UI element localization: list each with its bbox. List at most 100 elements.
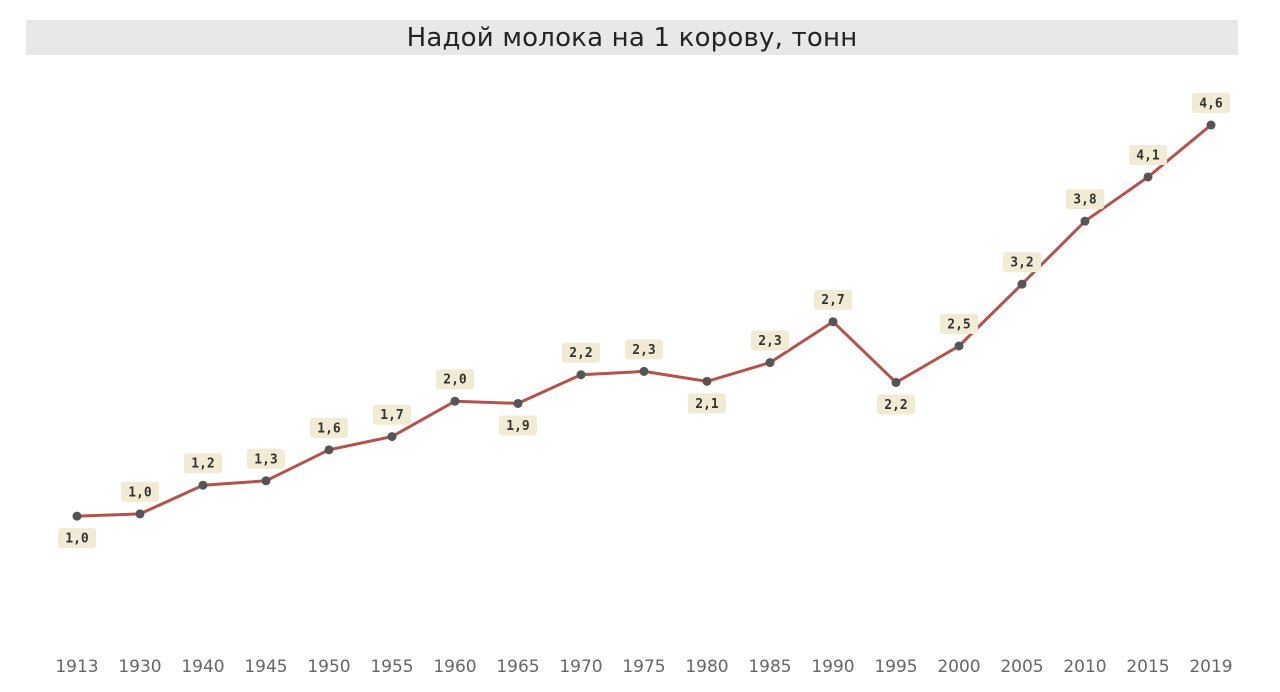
x-axis-ticks: 1913 1930 1940 1945 1950 1955 1960 1965 1970 1975… <box>55 657 1232 677</box>
data-label-text: 2,3 <box>758 334 781 349</box>
data-label-text: 1,6 <box>317 421 341 436</box>
data-label-background <box>1192 93 1230 114</box>
data-label: 4,1 <box>1129 144 1167 165</box>
data-point[interactable] <box>576 370 586 380</box>
data-label-background <box>751 330 789 351</box>
data-point[interactable] <box>1143 172 1153 182</box>
data-label-text: 2,2 <box>884 398 907 413</box>
x-tick-label: 1940 <box>181 657 224 677</box>
data-label-text: 2,7 <box>821 293 844 308</box>
x-tick-label: 1975 <box>622 657 665 677</box>
data-label: 2,2 <box>877 394 915 415</box>
x-tick-label: 1945 <box>244 657 287 677</box>
x-tick-label: 2005 <box>1000 657 1043 677</box>
x-tick-label: 1950 <box>307 657 350 677</box>
x-tick-label: 2010 <box>1063 657 1106 677</box>
markers-group <box>72 120 1216 521</box>
data-label: 1,0 <box>121 481 159 502</box>
x-tick-label: 2019 <box>1189 657 1232 677</box>
data-point[interactable] <box>702 376 712 386</box>
data-point[interactable] <box>135 509 145 519</box>
data-label-background <box>625 339 663 360</box>
data-label: 1,3 <box>247 448 285 469</box>
data-label: 2,3 <box>625 339 663 360</box>
data-label: 2,7 <box>814 289 852 310</box>
data-label-background <box>877 394 915 415</box>
data-label-text: 1,0 <box>128 485 152 500</box>
data-label: 2,2 <box>562 342 600 363</box>
data-point[interactable] <box>1206 120 1216 130</box>
data-label-background <box>436 369 474 390</box>
data-label-background <box>1066 189 1104 210</box>
data-label-text: 2,3 <box>632 343 655 358</box>
data-label-text: 3,2 <box>1010 256 1033 271</box>
data-point[interactable] <box>954 341 964 351</box>
data-label: 2,1 <box>688 393 726 414</box>
data-point[interactable] <box>513 398 523 408</box>
data-label: 1,7 <box>373 404 411 425</box>
data-label: 2,0 <box>436 369 474 390</box>
x-tick-label: 1970 <box>559 657 602 677</box>
data-label: 1,6 <box>310 417 348 438</box>
chart-title: Надой молока на 1 корову, тонн <box>406 22 858 53</box>
data-label-text: 1,0 <box>65 532 89 547</box>
x-tick-label: 1995 <box>874 657 917 677</box>
data-label: 1,9 <box>499 415 537 436</box>
chart-title-bar: Надой молока на 1 корову, тонн <box>26 20 1238 55</box>
x-tick-label: 1960 <box>433 657 476 677</box>
data-point[interactable] <box>261 476 271 486</box>
data-label-text: 2,0 <box>443 373 467 388</box>
data-point[interactable] <box>891 377 901 387</box>
data-point[interactable] <box>828 317 838 327</box>
data-label-text: 1,9 <box>506 419 529 434</box>
data-label: 1,2 <box>184 453 222 474</box>
x-tick-label: 1965 <box>496 657 539 677</box>
data-label: 1,0 <box>58 528 96 549</box>
data-label-background <box>373 404 411 425</box>
data-label-text: 1,3 <box>254 452 277 467</box>
data-labels-group: 1,0 1,0 1,2 1,3 1,6 1,7 2,0 1,9 2,2 2,3 2,1 2,3 2,7 2… <box>58 93 1230 549</box>
data-label-background <box>247 448 285 469</box>
data-label-background <box>940 314 978 334</box>
data-point[interactable] <box>324 445 334 455</box>
x-tick-label: 1955 <box>370 657 413 677</box>
data-point[interactable] <box>1017 279 1027 289</box>
data-label-background <box>121 481 159 502</box>
x-tick-label: 2000 <box>937 657 980 677</box>
x-tick-label: 1930 <box>118 657 161 677</box>
data-point[interactable] <box>198 480 208 490</box>
data-label: 3,2 <box>1003 252 1041 273</box>
x-tick-label: 1980 <box>685 657 728 677</box>
x-tick-label: 1985 <box>748 657 791 677</box>
data-label: 3,8 <box>1066 189 1104 210</box>
data-label-text: 1,7 <box>380 408 403 423</box>
data-label-text: 4,1 <box>1136 148 1160 163</box>
data-label-background <box>310 417 348 438</box>
data-label-text: 2,2 <box>569 346 592 361</box>
data-label: 2,3 <box>751 330 789 351</box>
data-label-text: 1,2 <box>191 457 214 472</box>
data-label-background <box>499 415 537 436</box>
data-label-background <box>1129 144 1167 165</box>
data-point[interactable] <box>1080 216 1090 226</box>
data-label-background <box>562 342 600 363</box>
data-label-background <box>1003 252 1041 273</box>
data-point[interactable] <box>387 432 397 442</box>
data-label-text: 2,5 <box>947 318 970 333</box>
data-label: 4,6 <box>1192 93 1230 114</box>
data-label-background <box>58 528 96 549</box>
x-tick-label: 1990 <box>811 657 854 677</box>
data-point[interactable] <box>72 511 82 521</box>
data-label-text: 4,6 <box>1199 97 1223 112</box>
data-label-text: 3,8 <box>1073 193 1097 208</box>
data-point[interactable] <box>765 358 775 368</box>
data-label-background <box>814 289 852 310</box>
data-label-background <box>184 453 222 474</box>
data-point[interactable] <box>639 366 649 376</box>
data-label: 2,5 <box>940 314 978 334</box>
x-tick-label: 2015 <box>1126 657 1169 677</box>
data-point[interactable] <box>450 396 460 406</box>
data-label-text: 2,1 <box>695 397 719 412</box>
